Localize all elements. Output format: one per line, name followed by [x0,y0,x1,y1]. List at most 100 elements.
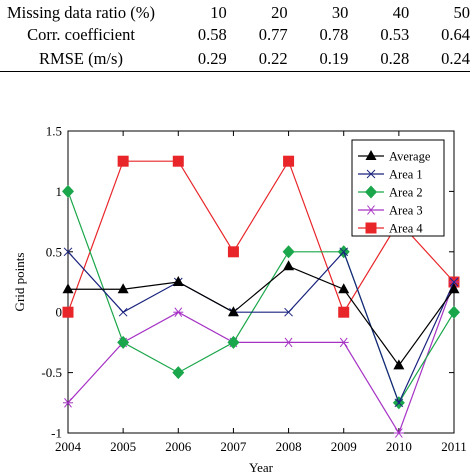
square-marker-shape [62,306,74,318]
data-point [338,283,350,294]
data-point [62,283,74,294]
results-table: Missing data ratio (%) 10 20 30 40 50 Co… [0,0,470,72]
table-cell: 10 [210,3,227,22]
diamond-marker-shape [117,335,130,349]
legend-marker [365,185,377,199]
table-cell: 0.29 [166,47,227,72]
legend-marker [365,150,377,160]
table-cell: 40 [392,3,410,22]
x-marker-stroke [366,169,376,179]
legend-item: Area 1 [358,168,423,182]
data-point [282,245,295,259]
data-point [172,366,185,380]
data-point [62,184,74,198]
x-axis-label: Year [249,460,274,475]
table-cell: 0.19 [287,47,349,72]
y-tick-label: 0.5 [46,244,62,259]
series-3 [63,277,459,438]
data-point [283,155,295,167]
data-point [283,337,294,348]
square-marker-shape [227,246,239,258]
table-cell: 0.64 [441,25,470,44]
table-row: Corr. coefficient 0.58 0.77 0.78 0.53 0.… [0,23,470,47]
table-row: Missing data ratio (%) 10 20 30 40 50 [0,0,470,23]
data-point [63,247,73,257]
square-marker-shape [117,155,129,167]
legend-item: Average [358,150,431,164]
data-point [117,283,129,294]
asterisk-marker-stroke [394,428,403,438]
data-point [393,359,405,370]
triangle-marker-shape [172,276,184,286]
x-tick-label: 2004 [55,439,82,454]
legend: Average Area 1 Area 2 Area 3 Area 4 [351,139,445,237]
series-0 [62,260,460,370]
data-point [227,246,239,258]
data-point [448,283,460,294]
x-marker-stroke [449,277,459,287]
asterisk-marker-stroke [339,337,348,348]
series-line [68,265,455,367]
table-cell: 0.78 [319,25,349,44]
triangle-marker-shape [393,359,405,370]
data-point [284,307,293,317]
triangle-marker-shape [365,150,377,160]
data-point [63,397,73,408]
series-line [67,159,455,314]
x-tick-label: 2011 [441,439,467,454]
data-point [62,306,74,318]
x-tick-label: 2009 [331,439,357,454]
legend-label: Area 3 [389,204,423,218]
table-cell: 0.28 [348,47,410,72]
row-label: Corr. coefficient [27,25,135,44]
data-point [393,428,404,438]
data-point [227,306,239,317]
x-marker-stroke [118,307,128,317]
triangle-marker-shape [338,283,350,294]
triangle-marker-shape [448,283,460,294]
triangle-marker-shape [62,283,74,294]
table-cell: 0.22 [226,47,288,72]
axis-ticks: -1 -0.5 0 0.5 1 1.5 2004 2005 2006 2007 2008 2009 20… [41,124,466,455]
data-point [338,337,349,348]
y-tick-label: -1 [51,426,62,441]
table-cell: 20 [271,3,288,22]
square-marker-shape [172,155,184,167]
data-point [173,307,184,318]
diamond-marker-shape [172,366,185,380]
table-row: RMSE (m/s) 0.29 0.22 0.19 0.28 0.24 [0,47,470,72]
data-point [172,276,184,286]
data-point [449,277,459,287]
data-point [117,155,129,167]
legend-label: Area 2 [389,186,423,200]
diamond-marker-shape [227,335,240,349]
y-tick-label: -0.5 [41,365,62,380]
table-cell: 0.77 [258,25,288,44]
y-tick-label: 1.5 [46,124,62,139]
x-tick-label: 2006 [165,439,192,454]
y-tick-label: 0 [56,305,63,320]
legend-item: Area 4 [358,222,423,236]
series-1 [63,247,459,408]
series-line [67,281,455,435]
table-cell: 50 [453,3,470,22]
triangle-marker-shape [227,306,239,317]
x-marker-stroke [284,307,293,317]
legend-label: Area 4 [389,222,423,236]
x-tick-label: 2005 [110,439,136,454]
triangle-marker-shape [283,260,295,271]
data-point [448,305,460,319]
data-point [394,398,404,408]
legend-marker [366,205,376,215]
triangle-marker-shape [117,283,129,294]
asterisk-marker-stroke [284,337,293,348]
data-point [339,247,349,257]
table-cell: 30 [331,3,349,22]
results-table-section: Missing data ratio (%) 10 20 30 40 50 Co… [0,0,474,72]
square-marker-shape [365,222,377,234]
legend-marker [366,169,376,179]
diamond-marker-shape [282,245,295,259]
legend-label: Area 1 [389,168,423,182]
x-marker-stroke [63,247,73,257]
diamond-marker-shape [448,305,460,319]
